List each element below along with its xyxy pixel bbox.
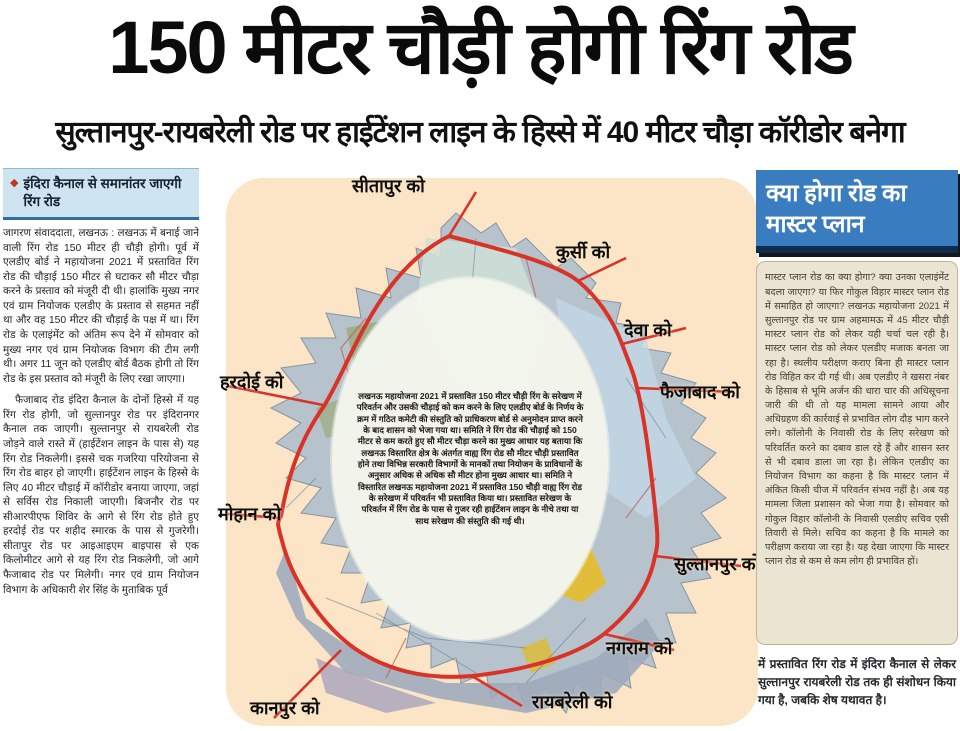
sidebar-column: क्या होगा रोड का मास्टर प्लान मास्टर प्ल…	[756, 170, 958, 730]
map-panel: लखनऊ महायोजना 2021 में प्रस्तावित 150 मी…	[218, 176, 761, 726]
road-to-faizabad	[636, 386, 735, 394]
diamond-bullet-icon: ◆	[10, 177, 19, 189]
road-to-hardoi	[227, 384, 324, 407]
map-minor-roads-red	[340, 257, 657, 679]
road-to-kanpur	[273, 649, 342, 719]
map-label-nagram: नगराम को	[606, 638, 673, 658]
sidebar-heading-line1: क्या होगा रोड का	[766, 180, 907, 207]
map-label-hardoi: हरदोई को	[220, 372, 284, 392]
map-patch-southwest-lavender	[316, 658, 436, 713]
road-to-raebareli	[471, 674, 523, 708]
subheadline: सुल्तानपुर-रायबरेली रोड पर हाईटेंशन लाइन…	[55, 116, 905, 149]
road-to-mohan	[227, 512, 282, 520]
article-paragraph: फैजाबाद रोड इंदिरा कैनाल के दोनों हिस्से…	[3, 395, 199, 596]
map-label-raebareli: रायबरेली को	[532, 692, 613, 712]
sidebar-body-text: मास्टर प्लान रोड का क्या होगा? क्या उनका…	[765, 272, 949, 568]
article-continuation: में प्रस्तावित रिंग रोड में इंदिरा कैनाल…	[758, 657, 956, 708]
left-article-column: ◆ इंदिरा कैनाल से समानांतर जाएगी रिंग रो…	[3, 168, 199, 728]
map-center-note: लखनऊ महायोजना 2021 में प्रस्तावित 150 मी…	[332, 278, 608, 640]
map-label-mohan: मोहान को	[218, 504, 282, 524]
headline: 150 मीटर चौड़ी होगी रिंग रोड	[108, 6, 854, 89]
map-label-kanpur: कानपुर को	[250, 698, 320, 718]
map-minor-roads	[285, 237, 667, 684]
article-paragraph: जागरण संवाददाता, लखनऊ : लखनऊ में बनाई जा…	[3, 228, 199, 385]
sidebar-body-box: मास्टर प्लान रोड का क्या होगा? क्या उनका…	[756, 261, 958, 646]
road-to-sultanpur	[654, 554, 742, 568]
lead-highlight-text: इंदिरा कैनाल से समानांतर जाएगी रिंग रोड	[23, 176, 182, 209]
map-patch-south-gray	[276, 548, 661, 713]
road-to-sitapur	[447, 191, 478, 237]
map-label-faizabad: फैजाबाद को	[660, 382, 740, 402]
lead-highlight-box: ◆ इंदिरा कैनाल से समानांतर जाएगी रिंग रो…	[3, 168, 199, 221]
map-label-sitapur: सीतापुर को	[352, 176, 425, 196]
road-to-kursi	[577, 256, 627, 283]
map-label-sultanpur: सुल्तानपुर को	[674, 554, 761, 574]
road-to-nagram	[603, 632, 675, 652]
map-label-kursi: कुर्सी को	[556, 242, 611, 262]
sidebar-heading-line2: मास्टर प्लान	[766, 211, 865, 239]
road-to-deva	[621, 326, 687, 346]
map-label-deva: देवा को	[624, 320, 672, 340]
sidebar-heading: क्या होगा रोड का मास्टर प्लान	[756, 170, 958, 254]
